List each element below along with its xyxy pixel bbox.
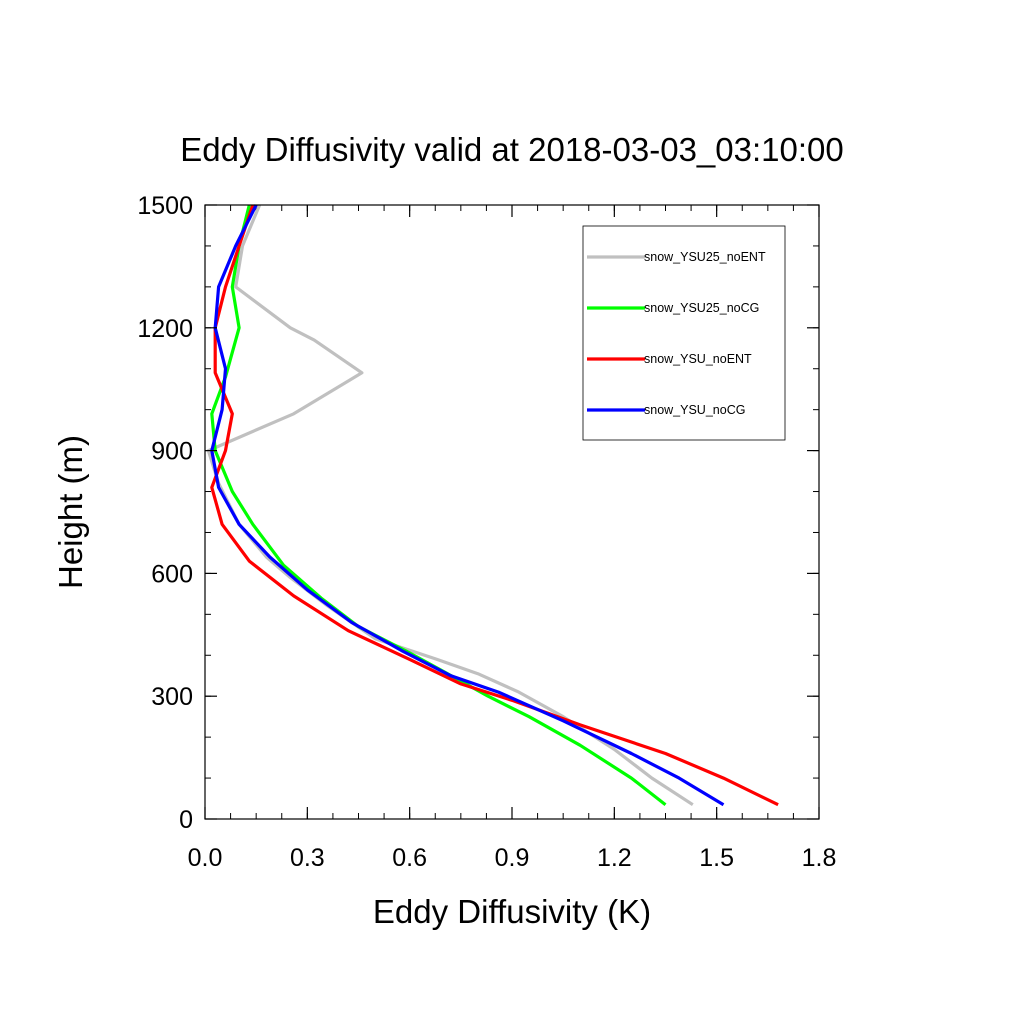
y-tick-label: 600 bbox=[151, 560, 193, 588]
series-line-snow_YSU25_noCG bbox=[210, 204, 667, 806]
x-axis-label: Eddy Diffusivity (K) bbox=[373, 893, 651, 930]
chart-title: Eddy Diffusivity valid at 2018-03-03_03:… bbox=[180, 131, 843, 168]
x-tick-label: 0.9 bbox=[495, 844, 530, 872]
x-tick-label: 1.8 bbox=[802, 844, 837, 872]
y-axis-label: Height (m) bbox=[52, 435, 89, 589]
x-tick-label: 1.5 bbox=[699, 844, 734, 872]
x-tick-label: 0.0 bbox=[188, 844, 223, 872]
legend-label: snow_YSU25_noCG bbox=[644, 301, 759, 315]
y-tick-label: 1500 bbox=[137, 192, 193, 220]
legend-label: snow_YSU_noCG bbox=[644, 403, 745, 417]
legend-label: snow_YSU25_noENT bbox=[644, 250, 766, 264]
legend: snow_YSU25_noENT snow_YSU25_noCG snow_YSU_… bbox=[582, 225, 786, 441]
y-axis: 0 300 600 900 1200 1500 bbox=[137, 192, 819, 834]
legend-label: snow_YSU_noENT bbox=[644, 352, 752, 366]
x-tick-label: 1.2 bbox=[597, 844, 632, 872]
x-tick-label: 0.3 bbox=[290, 844, 325, 872]
y-tick-label: 0 bbox=[179, 806, 193, 834]
y-tick-label: 900 bbox=[151, 438, 193, 466]
x-axis: 0.0 0.3 0.6 0.9 1.2 1.5 1.8 bbox=[188, 205, 837, 872]
legend-box bbox=[582, 225, 786, 441]
y-tick-label: 1200 bbox=[137, 315, 193, 343]
x-tick-label: 0.6 bbox=[392, 844, 427, 872]
series-line-snow_YSU25_noENT bbox=[206, 204, 694, 807]
y-tick-label: 300 bbox=[151, 683, 193, 711]
